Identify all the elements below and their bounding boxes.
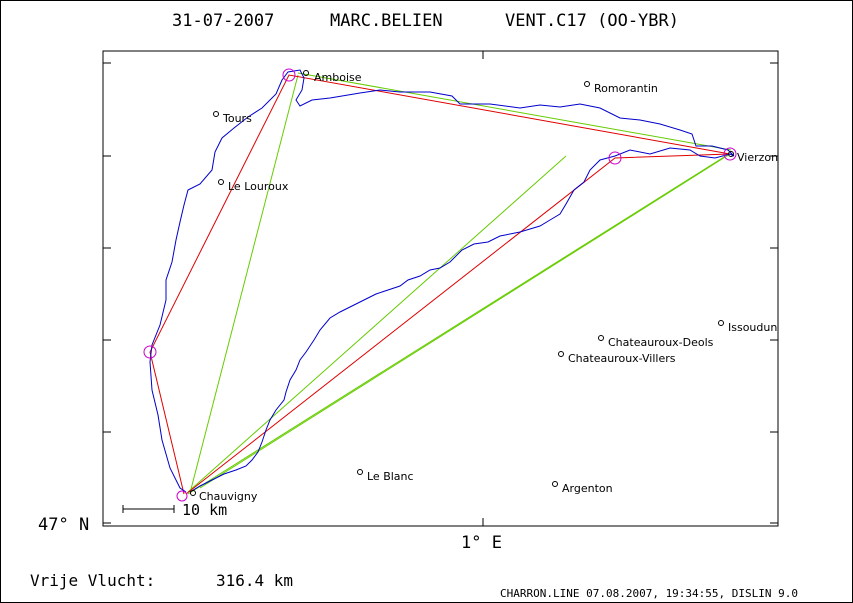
glider-name: VENT.C17 (OO-YBR) xyxy=(505,11,679,31)
place-marker-chateauroux-villers xyxy=(558,351,564,357)
place-marker-chauvigny xyxy=(190,490,196,496)
place-labels: Amboise Romorantin Tours Le Louroux Vier… xyxy=(199,71,778,503)
turnpoint-marker xyxy=(282,68,296,82)
flight-track xyxy=(149,69,735,493)
scale-bar-label: 10 km xyxy=(182,501,227,519)
place-label-vierzon: Vierzon xyxy=(737,151,778,164)
axis-ticks xyxy=(103,51,778,526)
plot-frame xyxy=(102,50,779,527)
task-lines xyxy=(149,74,731,495)
pilot-name: MARC.BELIEN xyxy=(330,11,443,31)
latitude-label: 47° N xyxy=(38,515,89,535)
place-marker-le-blanc xyxy=(357,469,363,475)
place-marker-le-louroux xyxy=(218,179,224,185)
turnpoint-marker xyxy=(608,151,622,165)
place-marker-chateauroux-deols xyxy=(598,335,604,341)
turnpoint-marker xyxy=(723,147,737,161)
place-label-chateauroux-villers: Chateauroux-Villers xyxy=(568,352,676,365)
place-marker-romorantin xyxy=(584,81,590,87)
distance-value: 316.4 km xyxy=(216,571,293,590)
place-marker-tours xyxy=(213,111,219,117)
flight-date: 31-07-2007 xyxy=(172,11,274,31)
turnpoint-marker xyxy=(176,490,188,502)
turnpoints xyxy=(143,68,737,502)
place-label-amboise: Amboise xyxy=(314,71,362,84)
place-label-tours: Tours xyxy=(222,112,252,125)
sector-lines xyxy=(187,72,732,495)
distance-label: Vrije Vlucht: xyxy=(30,571,155,590)
place-marker-issoudun xyxy=(718,320,724,326)
footer-info: CHARRON.LINE 07.08.2007, 19:34:55, DISLI… xyxy=(500,587,798,600)
turnpoint-marker xyxy=(143,345,157,359)
longitude-label: 1° E xyxy=(461,533,502,553)
place-label-le-blanc: Le Blanc xyxy=(367,470,414,483)
place-label-chauvigny: Chauvigny xyxy=(199,490,258,503)
place-label-le-louroux: Le Louroux xyxy=(228,180,289,193)
place-label-chateauroux-deols: Chateauroux-Deols xyxy=(608,336,714,349)
place-label-issoudun: Issoudun xyxy=(728,321,777,334)
place-markers xyxy=(190,70,734,496)
place-label-argenton: Argenton xyxy=(562,482,613,495)
place-marker-argenton xyxy=(552,481,558,487)
place-marker-vierzon xyxy=(728,151,734,157)
place-label-romorantin: Romorantin xyxy=(594,82,658,95)
place-marker-amboise xyxy=(303,70,309,76)
scale-bar xyxy=(122,505,175,513)
